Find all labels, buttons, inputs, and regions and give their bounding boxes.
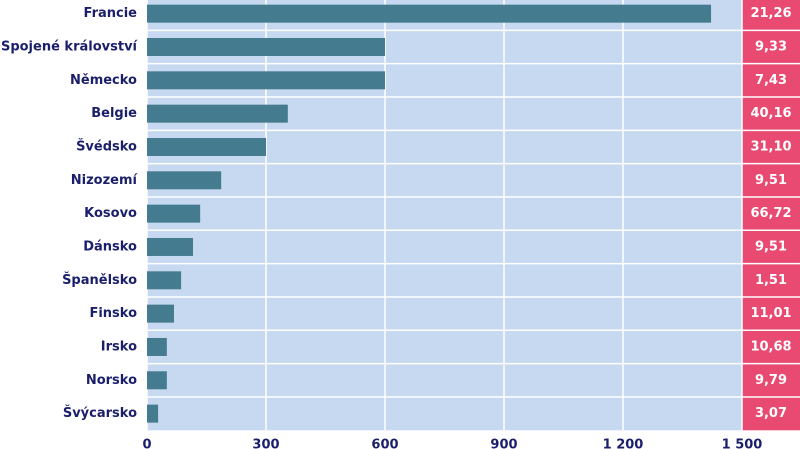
bar xyxy=(147,71,385,90)
plot-background xyxy=(147,0,742,431)
bar xyxy=(147,137,266,156)
x-tick-label: 1 500 xyxy=(722,438,763,449)
bar xyxy=(147,337,167,356)
y-tick-label: Švédsko xyxy=(76,138,137,154)
x-tick-label: 300 xyxy=(252,438,279,449)
side-column-background xyxy=(742,0,800,431)
side-value: 11,01 xyxy=(750,306,791,321)
bar xyxy=(147,104,288,123)
bar xyxy=(147,204,201,223)
y-tick-label: Belgie xyxy=(91,106,137,121)
y-tick-label: Finsko xyxy=(89,306,137,321)
side-value: 40,16 xyxy=(750,106,791,121)
y-tick-label: Španělsko xyxy=(62,272,137,288)
y-tick-label: Irsko xyxy=(101,339,137,354)
y-tick-label: Francie xyxy=(84,6,138,21)
side-value: 31,10 xyxy=(750,139,791,154)
x-tick-label: 0 xyxy=(142,438,151,449)
x-tick-label: 1 200 xyxy=(603,438,644,449)
x-tick-label: 900 xyxy=(490,438,517,449)
side-value: 7,43 xyxy=(755,73,787,88)
side-value: 9,79 xyxy=(755,373,787,388)
y-tick-label: Nizozemí xyxy=(71,173,139,188)
bar xyxy=(147,404,159,423)
side-value: 10,68 xyxy=(750,339,791,354)
y-tick-label: Spojené království xyxy=(1,39,139,54)
bar xyxy=(147,304,174,323)
y-tick-label: Německo xyxy=(70,73,137,88)
side-value: 66,72 xyxy=(750,206,791,221)
bar xyxy=(147,4,712,23)
y-tick-label: Švýcarsko xyxy=(63,405,137,421)
y-tick-label: Norsko xyxy=(86,373,137,388)
side-value: 9,33 xyxy=(755,39,787,54)
side-value: 3,07 xyxy=(755,406,787,421)
side-value: 21,26 xyxy=(750,6,791,21)
bar xyxy=(147,371,167,390)
bar xyxy=(147,237,194,256)
bar xyxy=(147,271,182,290)
bar xyxy=(147,37,385,56)
side-value: 1,51 xyxy=(755,273,787,288)
x-tick-label: 600 xyxy=(371,438,398,449)
y-tick-label: Kosovo xyxy=(84,206,137,221)
bar xyxy=(147,171,222,190)
side-value: 9,51 xyxy=(755,239,787,254)
y-tick-label: Dánsko xyxy=(83,239,137,254)
side-value: 9,51 xyxy=(755,173,787,188)
